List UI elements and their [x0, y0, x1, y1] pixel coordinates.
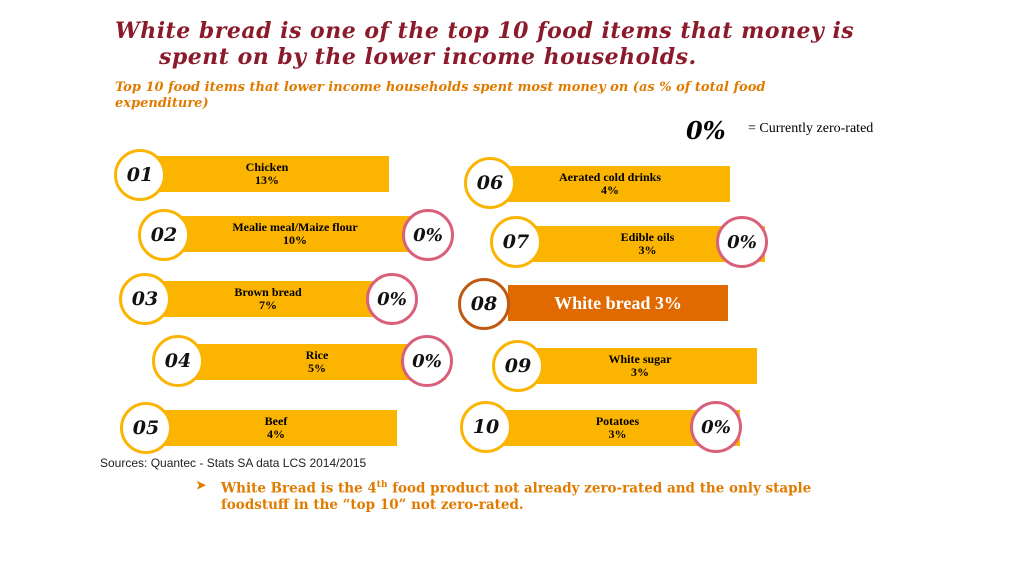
- item-bar-09: White sugar 3%: [523, 348, 757, 384]
- rank-badge-09: 09: [492, 340, 544, 392]
- footnote-text: White Bread is the 4th food product not …: [221, 480, 812, 513]
- item-name: Potatoes: [595, 414, 640, 428]
- rank-badge-03: 03: [119, 273, 171, 325]
- title-line-2: spent on by the lower income households.: [159, 44, 697, 70]
- item-bar-02: Mealie meal/Maize flour 10%: [175, 216, 415, 252]
- item-bar-05: Beef 4%: [155, 410, 397, 446]
- item-value: 3%: [608, 427, 627, 441]
- footnote: ➤ White Bread is the 4th food product no…: [196, 477, 836, 513]
- rank-badge-07: 07: [490, 216, 542, 268]
- zero-rated-badge-10: 0%: [690, 401, 742, 453]
- item-value: 3%: [631, 365, 649, 379]
- rank-badge-05: 05: [120, 402, 172, 454]
- item-bar-08: White bread 3%: [508, 285, 728, 321]
- rank-badge-01: 01: [114, 149, 166, 201]
- chart-subtitle: Top 10 food items that lower income hous…: [115, 80, 766, 111]
- item-value: 4%: [601, 183, 619, 197]
- rank-badge-02: 02: [138, 209, 190, 261]
- bullet-arrow-icon: ➤: [196, 478, 207, 492]
- item-name: Chicken: [245, 160, 289, 174]
- item-label: White bread 3%: [554, 292, 682, 313]
- item-name: White sugar: [608, 352, 672, 366]
- item-value: 10%: [283, 233, 307, 247]
- item-value: 4%: [267, 427, 285, 441]
- slide-title: White bread is one of the top 10 food it…: [115, 18, 875, 70]
- rank-badge-06: 06: [464, 157, 516, 209]
- item-bar-06: Aerated cold drinks 4%: [490, 166, 730, 202]
- legend-zero-rated-mark: 0%: [686, 116, 726, 145]
- zero-rated-badge-07: 0%: [716, 216, 768, 268]
- item-name: Mealie meal/Maize flour: [232, 220, 358, 234]
- rank-badge-08: 08: [458, 278, 510, 330]
- item-bar-01: Chicken 13%: [145, 156, 389, 192]
- source-note: Sources: Quantec - Stats SA data LCS 201…: [100, 456, 367, 470]
- rank-badge-04: 04: [152, 335, 204, 387]
- title-line-1: White bread is one of the top 10 food it…: [115, 18, 855, 44]
- zero-rated-badge-02: 0%: [402, 209, 454, 261]
- item-name: Aerated cold drinks: [559, 170, 661, 184]
- legend-zero-rated-text: = Currently zero-rated: [748, 121, 874, 136]
- zero-rated-badge-03: 0%: [366, 273, 418, 325]
- rank-badge-10: 10: [460, 401, 512, 453]
- item-value: 13%: [255, 173, 279, 187]
- item-value: 7%: [259, 298, 277, 312]
- item-value: 5%: [308, 361, 326, 375]
- item-bar-03: Brown bread 7%: [162, 281, 374, 317]
- item-name: Edible oils: [620, 230, 675, 244]
- zero-rated-badge-04: 0%: [401, 335, 453, 387]
- item-value: 3%: [638, 243, 657, 257]
- item-name: Rice: [305, 348, 329, 362]
- item-name: Beef: [264, 414, 288, 428]
- item-name: Brown bread: [234, 285, 302, 299]
